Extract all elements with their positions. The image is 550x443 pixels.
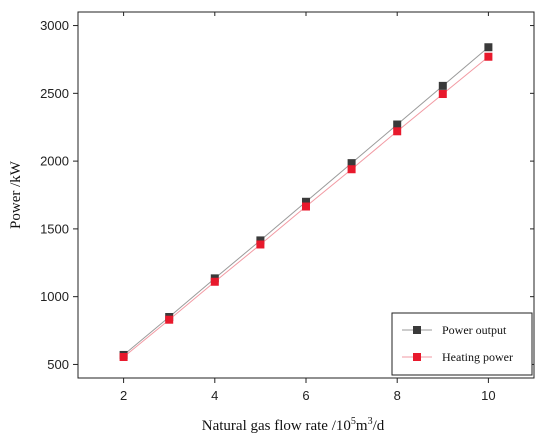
legend-marker xyxy=(413,326,421,334)
x-axis-title: Natural gas flow rate /105m3/d xyxy=(202,416,385,434)
legend-box xyxy=(391,312,533,376)
x-tick-label: 4 xyxy=(211,388,218,403)
legend-marker xyxy=(413,353,421,361)
y-axis-title: Power /kW xyxy=(8,160,24,229)
series-2-point xyxy=(393,127,402,136)
series-1-point xyxy=(256,236,265,245)
axes: 2 4 6 8 10 500 1000 1500 2000 2500 3000 xyxy=(40,11,535,403)
y-tick-label: 500 xyxy=(47,357,69,372)
series-1-point xyxy=(302,197,310,206)
series-2-point xyxy=(302,202,310,211)
series-2-point xyxy=(119,352,128,361)
x-tick-label: 2 xyxy=(120,388,127,403)
series-2-point xyxy=(438,90,447,99)
series-2-point xyxy=(165,315,174,324)
y-tick-label: 1000 xyxy=(40,289,69,304)
y-tick-label: 3000 xyxy=(40,18,69,33)
y-tick-label: 2000 xyxy=(40,154,69,169)
legend-label: Power output xyxy=(442,323,507,337)
series-1-point xyxy=(484,43,493,52)
legend-label: Heating power xyxy=(442,350,513,364)
series-2-point xyxy=(484,52,493,61)
x-tick-label: 8 xyxy=(394,388,401,403)
legend: Power output Heating power xyxy=(391,312,533,376)
y-tick-label: 2500 xyxy=(40,86,69,101)
x-tick-label: 10 xyxy=(481,388,495,403)
series-2-point xyxy=(210,277,219,286)
series-1-point xyxy=(438,81,447,90)
x-tick-label: 6 xyxy=(302,388,309,403)
series-layer xyxy=(119,43,493,361)
series-2-point xyxy=(347,165,356,174)
y-tick-label: 1500 xyxy=(40,221,69,236)
series-1-point xyxy=(393,120,402,129)
series-2-point xyxy=(256,240,265,249)
series-1-point xyxy=(347,159,356,168)
